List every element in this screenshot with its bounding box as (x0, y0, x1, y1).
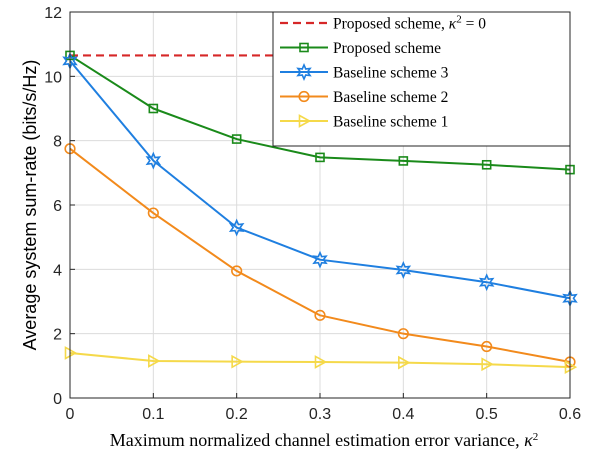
legend-label: Proposed scheme (333, 40, 441, 57)
data-point (314, 309, 326, 321)
x-tick-label: 0.2 (226, 406, 248, 423)
series-line-5 (69, 351, 571, 369)
y-tick-label: 0 (53, 391, 62, 408)
y-axis-label: Average system sum-rate (bits/s/Hz) (20, 60, 40, 351)
data-point (231, 354, 244, 369)
y-tick-label: 8 (53, 134, 62, 151)
data-point (481, 340, 493, 353)
data-point (398, 355, 411, 370)
x-tick-label: 0.6 (559, 406, 581, 423)
y-tick-label: 2 (53, 327, 62, 344)
data-point (481, 159, 492, 170)
legend-label: Baseline scheme 1 (333, 114, 448, 131)
x-tick-label: 0.3 (309, 406, 331, 423)
x-tick-label: 0 (66, 406, 75, 423)
x-tick-label: 0.4 (392, 406, 414, 423)
x-tick-label: 0.1 (142, 406, 164, 423)
legend-marker (296, 63, 312, 81)
y-tick-label: 10 (44, 69, 62, 86)
tick-labels: 0 0.1 0.2 0.3 0.4 0.5 0.6 0 2 4 6 8 10 12 (44, 5, 581, 423)
data-point (231, 134, 242, 144)
data-point (312, 250, 328, 269)
data-point (148, 103, 159, 114)
series-line-2 (69, 54, 571, 171)
x-axis-label: Maximum normalized channel estimation er… (110, 430, 538, 450)
data-point (148, 354, 161, 368)
legend-marker (298, 90, 310, 103)
data-point (228, 218, 245, 237)
legend-label: Baseline scheme 3 (333, 65, 449, 82)
data-point (147, 207, 159, 219)
y-tick-label: 12 (44, 5, 62, 22)
legend-marker (298, 114, 312, 128)
data-point (231, 265, 243, 277)
series-line-3 (69, 60, 571, 300)
data-point (481, 357, 494, 372)
x-tick-label: 0.5 (476, 406, 498, 423)
data-point (314, 355, 328, 369)
legend-label: Baseline scheme 2 (333, 89, 448, 106)
legend-label: Proposed scheme, κ2 = 0 (333, 14, 486, 33)
data-point (398, 156, 409, 166)
data-point (315, 152, 325, 163)
legend: Proposed scheme, κ2 = 0 Proposed scheme Ba… (272, 11, 571, 147)
data-point (478, 273, 495, 292)
data-point (145, 151, 162, 170)
legend-marker (299, 42, 309, 53)
y-tick-label: 4 (53, 262, 62, 279)
series-line-4 (69, 147, 571, 363)
y-tick-label: 6 (53, 198, 62, 215)
legend-box (272, 11, 571, 147)
data-point (395, 260, 412, 279)
data-point (397, 328, 409, 340)
